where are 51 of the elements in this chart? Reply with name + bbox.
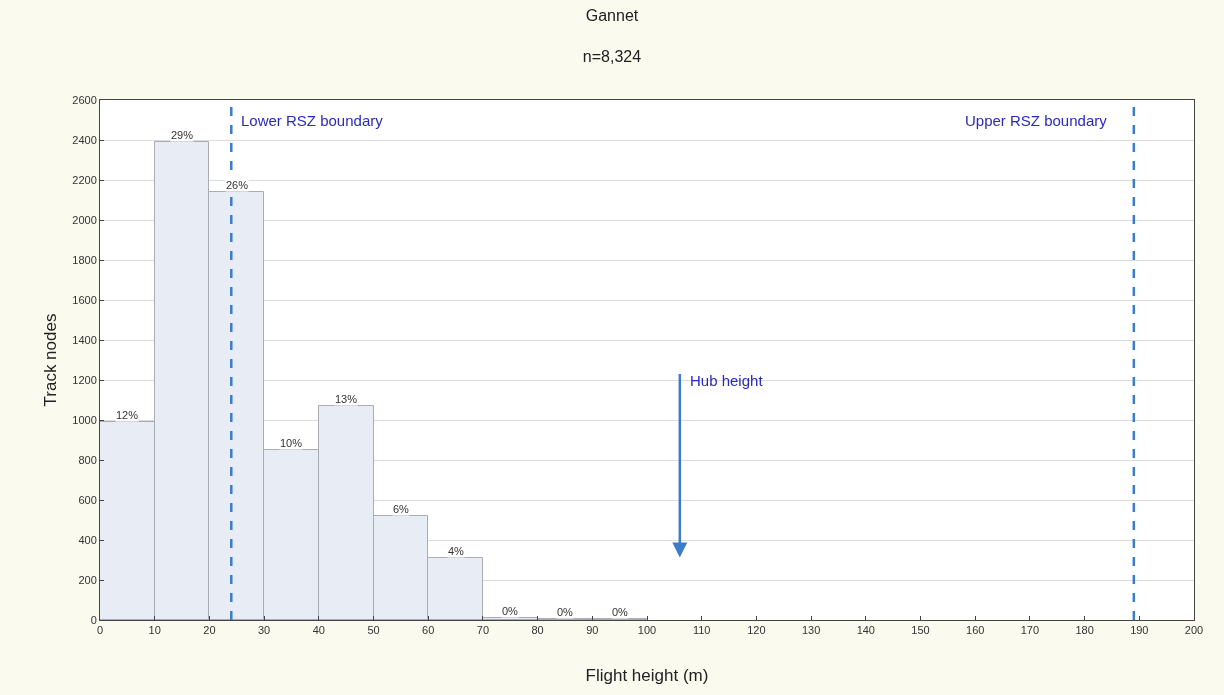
x-tick-label: 190: [1130, 624, 1149, 637]
y-axis-title: Track nodes: [41, 313, 60, 407]
y-tick-label: 1200: [72, 373, 97, 386]
x-tick-label: 110: [692, 624, 711, 637]
annotation: Hub height: [690, 372, 764, 389]
x-tick-label: 60: [422, 624, 435, 637]
y-tick-label: 200: [78, 573, 97, 586]
y-tick-label: 2600: [72, 93, 97, 106]
ref-line-label: Lower RSZ boundary: [241, 112, 384, 129]
ref-line-label: Upper RSZ boundary: [965, 112, 1108, 129]
x-tick-label: 100: [637, 624, 657, 637]
y-tick-label: 2200: [72, 173, 97, 186]
x-tick-label: 150: [911, 624, 930, 637]
y-tick-label: 1400: [72, 333, 97, 346]
annotation: 29%: [171, 129, 194, 141]
x-tick-label: 160: [966, 624, 985, 637]
annotation: 26%: [226, 179, 249, 191]
y-tick-label: 1600: [72, 293, 97, 306]
annotation: 13%: [335, 393, 358, 405]
x-tick-label: 170: [1020, 624, 1040, 637]
y-tick-label: 1800: [72, 253, 97, 266]
y-tick-label: 400: [78, 533, 97, 546]
annotation: 12%: [116, 409, 139, 421]
y-tick-label: 2400: [72, 133, 97, 146]
annotation: 4%: [448, 545, 465, 557]
chart-title: Gannet: [585, 6, 639, 24]
y-tick-label: 800: [78, 453, 97, 466]
x-tick-label: 140: [856, 624, 875, 637]
y-tick-label: 2000: [72, 213, 97, 226]
x-tick-label: 70: [476, 624, 490, 637]
x-tick-label: 30: [257, 624, 271, 637]
x-tick-label: 180: [1075, 624, 1094, 637]
annotation: 0%: [612, 606, 629, 618]
y-tick-label: 600: [78, 493, 97, 506]
annotation: 10%: [280, 437, 303, 449]
x-tick-label: 50: [367, 624, 380, 637]
x-tick-label: 130: [801, 624, 821, 637]
annotation: 6%: [393, 503, 410, 515]
x-tick-label: 10: [148, 624, 161, 637]
annotation: 0%: [557, 606, 574, 618]
y-tick-label: 1000: [72, 413, 97, 426]
x-tick-label: 200: [1184, 624, 1204, 637]
x-tick-label: 20: [203, 624, 216, 637]
y-tick-label: 0: [90, 613, 97, 626]
x-tick-label: 80: [531, 624, 544, 637]
annotation: 0%: [502, 605, 519, 617]
x-tick-label: 90: [586, 624, 599, 637]
x-axis-title: Flight height (m): [585, 666, 709, 685]
chart-subtitle: n=8,324: [582, 48, 642, 66]
x-tick-label: 40: [312, 624, 325, 637]
x-tick-label: 120: [747, 624, 766, 637]
